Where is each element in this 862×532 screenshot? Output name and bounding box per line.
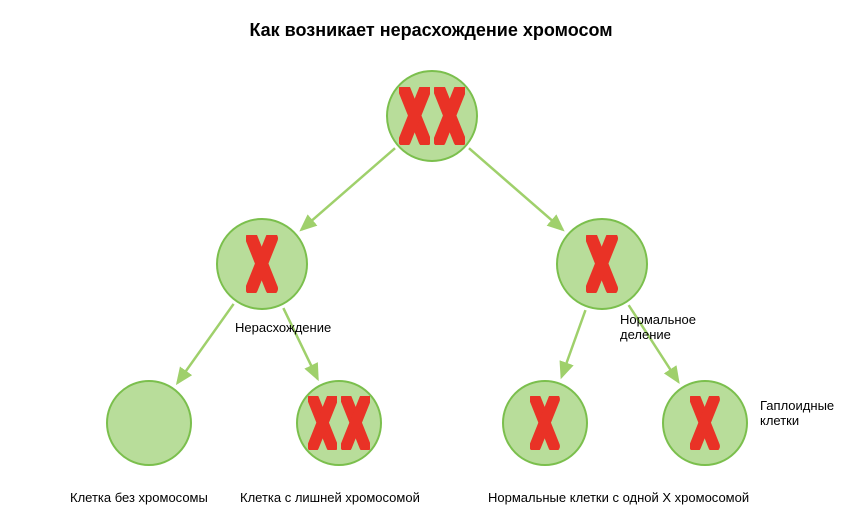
chromosome-icon	[308, 396, 337, 449]
cell-top	[386, 70, 478, 162]
chromosome-icon	[586, 235, 617, 292]
arrow-top-midR	[469, 148, 563, 230]
cell-botL2	[296, 380, 382, 466]
arrow-midL-botL1	[177, 304, 233, 383]
chromosome-icon	[341, 396, 370, 449]
label-normal_division: Нормальное деление	[620, 312, 740, 342]
label-no_chrom: Клетка без хромосомы	[70, 490, 250, 505]
arrow-top-midL	[301, 148, 395, 230]
diagram-title: Как возникает нерасхождение хромосом	[0, 20, 862, 41]
cell-botR2	[662, 380, 748, 466]
chromosome-icon	[434, 87, 465, 144]
cell-midL	[216, 218, 308, 310]
label-nondisjunction: Нерасхождение	[235, 320, 385, 335]
arrow-midL-botL2	[283, 308, 317, 379]
label-normal_cells: Нормальные клетки с одной Х хромосомой	[488, 490, 788, 505]
cell-midR	[556, 218, 648, 310]
arrow-midR-botR1	[562, 310, 586, 377]
cell-botL1	[106, 380, 192, 466]
cell-botR1	[502, 380, 588, 466]
chromosome-icon	[690, 396, 719, 449]
chromosome-icon	[246, 235, 277, 292]
label-haploid: Гаплоидные клетки	[760, 398, 860, 428]
chromosome-icon	[399, 87, 430, 144]
label-extra_chrom: Клетка с лишней хромосомой	[240, 490, 460, 505]
chromosome-icon	[530, 396, 559, 449]
